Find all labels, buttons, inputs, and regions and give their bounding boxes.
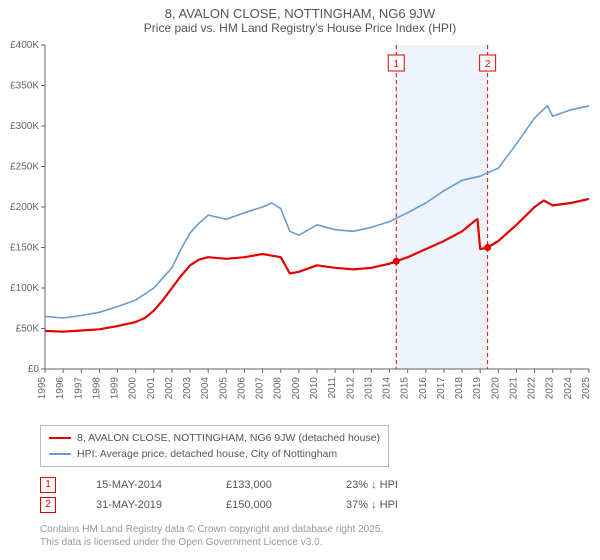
legend-swatch-hpi bbox=[49, 453, 71, 455]
sale-marker-icon: 1 bbox=[40, 477, 56, 493]
svg-text:£50K: £50K bbox=[16, 324, 40, 335]
svg-text:2024: 2024 bbox=[563, 377, 574, 400]
svg-text:2003: 2003 bbox=[182, 377, 193, 400]
sale-date: 31-MAY-2019 bbox=[96, 495, 186, 515]
sale-price: £133,000 bbox=[226, 475, 306, 495]
svg-text:£300K: £300K bbox=[10, 121, 39, 132]
svg-text:£250K: £250K bbox=[10, 162, 39, 173]
table-row: 1 15-MAY-2014 £133,000 23% ↓ HPI bbox=[40, 475, 600, 495]
svg-text:2013: 2013 bbox=[363, 377, 374, 400]
svg-text:2025: 2025 bbox=[581, 377, 592, 400]
svg-text:2000: 2000 bbox=[128, 377, 139, 400]
svg-text:2008: 2008 bbox=[273, 377, 284, 400]
svg-text:2011: 2011 bbox=[327, 377, 338, 399]
footer: Contains HM Land Registry data © Crown c… bbox=[40, 523, 600, 549]
chart-title: 8, AVALON CLOSE, NOTTINGHAM, NG6 9JW bbox=[0, 0, 600, 21]
footer-line: This data is licensed under the Open Gov… bbox=[40, 536, 600, 549]
svg-text:2001: 2001 bbox=[146, 377, 157, 400]
legend-label: 8, AVALON CLOSE, NOTTINGHAM, NG6 9JW (de… bbox=[77, 430, 380, 446]
svg-text:£150K: £150K bbox=[10, 243, 39, 254]
legend-label: HPI: Average price, detached house, City… bbox=[77, 446, 337, 462]
sale-date: 15-MAY-2014 bbox=[96, 475, 186, 495]
svg-text:1: 1 bbox=[393, 59, 399, 70]
svg-text:2: 2 bbox=[485, 59, 491, 70]
svg-text:2007: 2007 bbox=[255, 377, 266, 400]
svg-text:2021: 2021 bbox=[508, 377, 519, 400]
svg-text:£0: £0 bbox=[28, 364, 40, 375]
svg-text:2002: 2002 bbox=[164, 377, 175, 400]
svg-text:2020: 2020 bbox=[490, 377, 501, 400]
svg-text:2010: 2010 bbox=[309, 377, 320, 400]
svg-text:2018: 2018 bbox=[454, 377, 465, 400]
svg-text:2015: 2015 bbox=[400, 377, 411, 400]
svg-text:2016: 2016 bbox=[418, 377, 429, 400]
svg-text:2004: 2004 bbox=[200, 377, 211, 400]
sale-price: £150,000 bbox=[226, 495, 306, 515]
legend-swatch-price bbox=[49, 437, 71, 439]
svg-text:2012: 2012 bbox=[345, 377, 356, 400]
svg-text:1998: 1998 bbox=[91, 377, 102, 400]
svg-text:1995: 1995 bbox=[37, 377, 48, 400]
svg-text:2014: 2014 bbox=[382, 377, 393, 400]
footer-line: Contains HM Land Registry data © Crown c… bbox=[40, 523, 600, 536]
svg-text:2019: 2019 bbox=[472, 377, 483, 400]
svg-text:1999: 1999 bbox=[110, 377, 121, 400]
svg-text:2017: 2017 bbox=[436, 377, 447, 400]
sale-delta: 37% ↓ HPI bbox=[346, 495, 398, 515]
svg-text:2005: 2005 bbox=[218, 377, 229, 400]
svg-text:£100K: £100K bbox=[10, 283, 39, 294]
legend-row: 8, AVALON CLOSE, NOTTINGHAM, NG6 9JW (de… bbox=[49, 430, 380, 446]
svg-text:£200K: £200K bbox=[10, 202, 39, 213]
sale-delta: 23% ↓ HPI bbox=[346, 475, 398, 495]
svg-text:2009: 2009 bbox=[291, 377, 302, 400]
legend: 8, AVALON CLOSE, NOTTINGHAM, NG6 9JW (de… bbox=[40, 425, 389, 467]
chart-subtitle: Price paid vs. HM Land Registry's House … bbox=[0, 21, 600, 39]
sales-table: 1 15-MAY-2014 £133,000 23% ↓ HPI 2 31-MA… bbox=[40, 475, 600, 515]
svg-text:2022: 2022 bbox=[527, 377, 538, 400]
legend-row: HPI: Average price, detached house, City… bbox=[49, 446, 380, 462]
sale-marker-icon: 2 bbox=[40, 497, 56, 513]
svg-text:2006: 2006 bbox=[236, 377, 247, 400]
svg-text:£400K: £400K bbox=[10, 40, 39, 51]
chart-plot: £0 £50K £100K £150K £200K £250K £300K £350K £400… bbox=[3, 39, 597, 419]
table-row: 2 31-MAY-2019 £150,000 37% ↓ HPI bbox=[40, 495, 600, 515]
svg-text:1996: 1996 bbox=[55, 377, 66, 400]
svg-text:1997: 1997 bbox=[73, 377, 84, 400]
svg-text:2023: 2023 bbox=[545, 377, 556, 400]
svg-text:£350K: £350K bbox=[10, 81, 39, 92]
